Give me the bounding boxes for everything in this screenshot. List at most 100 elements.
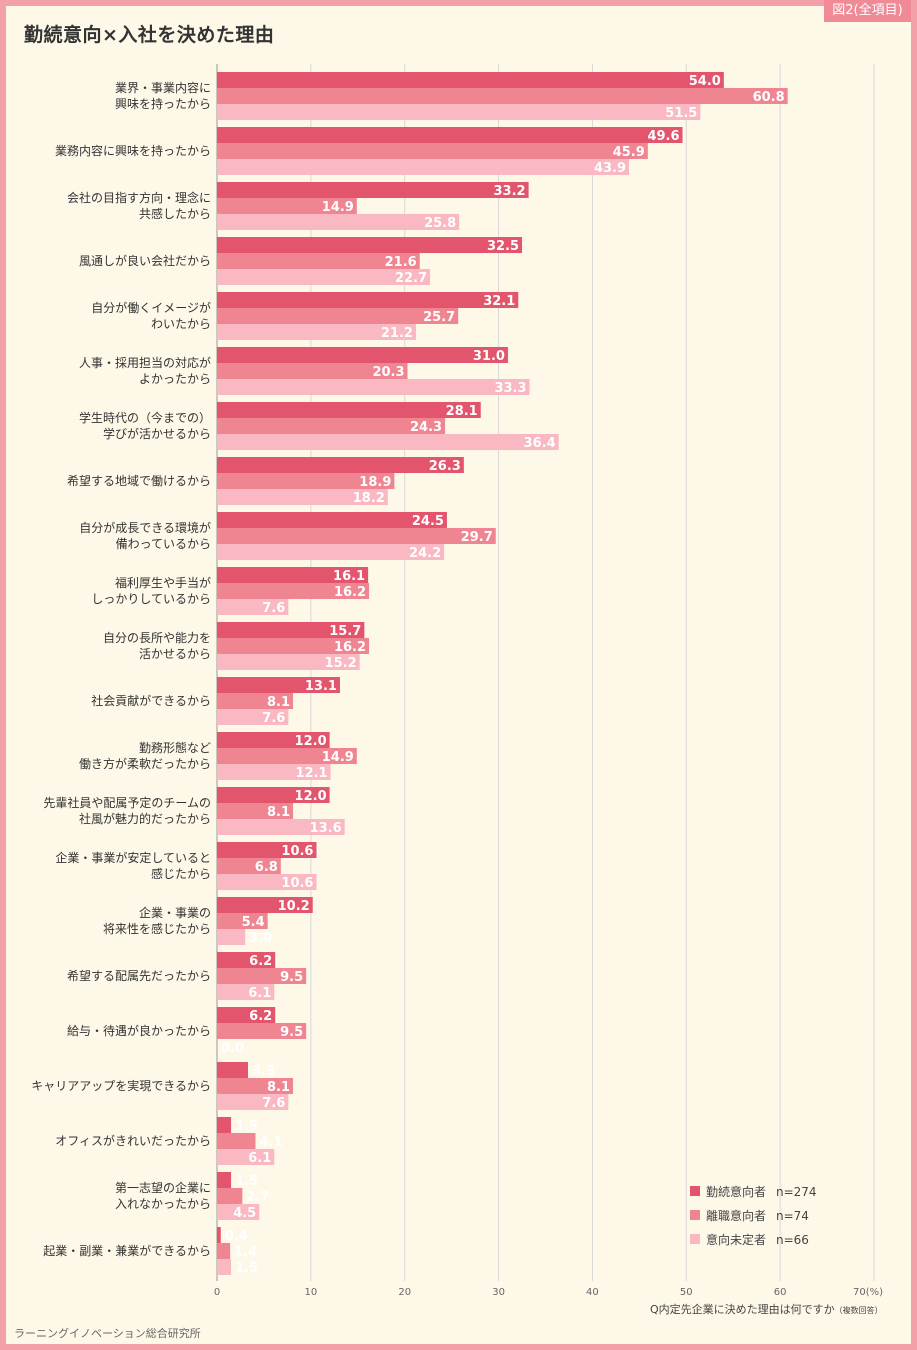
category-label: オフィスがきれいだったから: [55, 1133, 211, 1148]
value-label: 45.9: [613, 145, 645, 160]
category-label: 先輩社員や配属予定のチームの: [43, 795, 211, 810]
value-label: 22.7: [395, 271, 427, 286]
bar-1: [217, 622, 365, 638]
value-label: 16.2: [334, 640, 366, 655]
question-note: （複数回答）: [834, 1306, 883, 1315]
bar-1: [217, 457, 464, 473]
category-label: 風通しが良い会社だから: [79, 253, 211, 268]
bar-2: [217, 638, 370, 654]
category-label: 勤務形態など: [139, 740, 211, 755]
legend-swatch: [690, 1210, 700, 1220]
value-label: 10.2: [278, 899, 310, 914]
x-axis-ticks: 0 10 20 30 40 50 60 70(%): [214, 1287, 883, 1298]
bar-1: [217, 292, 519, 308]
legend-label: 意向未定者: [706, 1232, 766, 1247]
value-label: 33.3: [494, 381, 526, 396]
category-label: 入れなかったから: [115, 1197, 211, 1211]
bar-1: [217, 72, 724, 88]
source-credit: ラーニングイノベーション総合研究所: [14, 1327, 201, 1340]
value-label: 6.8: [255, 860, 278, 875]
bar-3: [217, 1204, 260, 1220]
bar-2: [217, 473, 395, 489]
bar-1: [217, 732, 330, 748]
bar-3: [217, 489, 388, 505]
value-label: 7.6: [262, 711, 285, 726]
value-label: 1.5: [235, 1174, 258, 1189]
bar-1: [217, 1117, 232, 1133]
bar-3: [217, 1259, 232, 1275]
category-label: しっかりしているから: [91, 592, 211, 606]
value-label: 8.1: [267, 1080, 290, 1095]
bar-1: [217, 787, 330, 803]
bar-3: [217, 819, 345, 835]
x-tick-label: 20: [398, 1287, 411, 1298]
value-label: 0.0: [221, 1041, 244, 1056]
category-labels: 業界・事業内容に興味を持ったから業務内容に興味を持ったから会社の目指す方向・理念…: [31, 80, 211, 1258]
bar-3: [217, 1149, 275, 1165]
bar-2: [217, 1188, 243, 1204]
category-label: 業界・事業内容に: [115, 80, 211, 95]
bar-2: [217, 253, 420, 269]
bar-1: [217, 512, 447, 528]
bar-3: [217, 1094, 289, 1110]
value-label: 43.9: [594, 161, 626, 176]
bar-3: [217, 874, 317, 890]
value-label: 9.5: [280, 970, 303, 985]
x-tick-label: 0: [214, 1287, 220, 1298]
bar-2: [217, 858, 281, 874]
bar-2: [217, 363, 408, 379]
bar-3: [217, 214, 460, 230]
value-label: 20.3: [372, 365, 404, 380]
legend-count: n=274: [776, 1185, 817, 1199]
x-tick-label: 50: [680, 1287, 693, 1298]
value-label: 10.6: [281, 844, 313, 859]
bar-3: [217, 324, 416, 340]
value-label: 7.6: [262, 601, 285, 616]
bar-3: [217, 709, 289, 725]
value-label: 12.1: [295, 766, 327, 781]
bar-1: [217, 1062, 248, 1078]
category-label: 給与・待遇が良かったから: [67, 1023, 211, 1038]
category-label: 興味を持ったから: [115, 96, 211, 111]
bar-1: [217, 182, 529, 198]
value-label: 31.0: [473, 349, 505, 364]
bar-1: [217, 402, 481, 418]
bar-3: [217, 764, 331, 780]
bar-1: [217, 237, 523, 253]
value-label: 24.3: [410, 420, 442, 435]
value-label: 18.2: [353, 491, 385, 506]
category-label: 共感したから: [139, 206, 211, 221]
category-label: 学生時代の（今までの）: [79, 410, 211, 425]
bar-2: [217, 198, 357, 214]
bar-2: [217, 803, 294, 819]
bar-2: [217, 968, 307, 984]
legend: 勤続意向者 n=274 離職意向者 n=74 意向未定者 n=66: [690, 1184, 817, 1247]
bars: 54.0 60.8 51.5 49.645.943.9 33.2 14.9 25.8 32.5…: [217, 72, 788, 1276]
category-label: 社風が魅力的だったから: [79, 811, 211, 826]
category-label: 将来性を感じたから: [103, 921, 211, 936]
value-label: 32.1: [483, 294, 515, 309]
legend-count: n=74: [776, 1209, 809, 1223]
category-label: 業務内容に興味を持ったから: [55, 143, 211, 158]
bar-2: [217, 528, 496, 544]
category-label: 自分の長所や能力を: [103, 631, 211, 645]
value-label: 13.1: [305, 679, 337, 694]
question-caption: Q内定先企業に決めた理由は何ですか（複数回答）: [650, 1301, 883, 1317]
figure-badge: 図2(全項目): [824, 0, 911, 22]
value-label: 24.2: [409, 546, 441, 561]
bar-3: [217, 434, 559, 450]
bar-1: [217, 567, 369, 583]
chart-title: 勤続意向×入社を決めた理由: [24, 24, 275, 46]
question-text: Q内定先企業に決めた理由は何ですか: [650, 1303, 835, 1316]
value-label: 9.5: [280, 1025, 303, 1040]
category-label: 希望する地域で働けるから: [67, 473, 211, 488]
category-label: 備わっているから: [116, 536, 211, 551]
category-label: 第一志望の企業に: [115, 1180, 211, 1195]
value-label: 54.0: [689, 74, 721, 89]
bar-3: [217, 544, 445, 560]
bar-1: [217, 842, 317, 858]
category-label: 自分が働くイメージが: [91, 300, 211, 315]
bar-2: [217, 1243, 231, 1259]
category-label: 会社の目指す方向・理念に: [67, 190, 211, 205]
